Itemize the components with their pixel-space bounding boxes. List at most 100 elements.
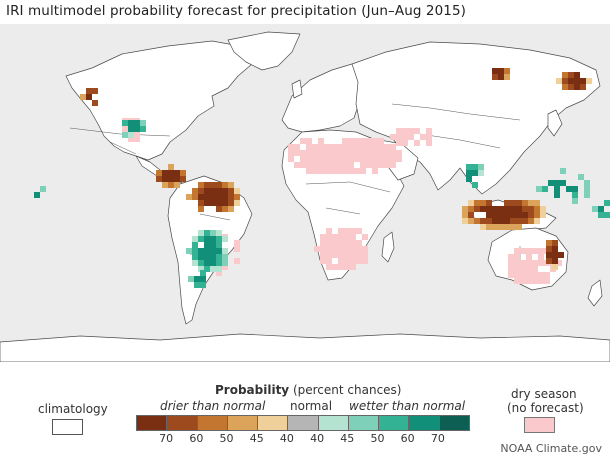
- forecast-cell: [402, 128, 408, 134]
- forecast-cell: [540, 206, 546, 212]
- forecast-cell: [210, 266, 216, 272]
- forecast-cell: [326, 240, 332, 246]
- forecast-cells: [34, 68, 610, 288]
- forecast-cell: [332, 264, 338, 270]
- forecast-cell: [134, 120, 140, 126]
- forecast-cell: [366, 150, 372, 156]
- forecast-cell: [552, 258, 558, 264]
- forecast-cell: [228, 200, 234, 206]
- forecast-cell: [532, 278, 538, 284]
- forecast-cell: [538, 278, 544, 284]
- forecast-cell: [204, 242, 210, 248]
- forecast-cell: [188, 276, 194, 282]
- forecast-cell: [472, 170, 478, 176]
- forecast-cell: [514, 254, 520, 260]
- swatch-drier-50: [197, 416, 228, 430]
- forecast-cell: [584, 186, 590, 192]
- forecast-cell: [210, 194, 216, 200]
- tick-label: 45: [249, 432, 264, 445]
- forecast-cell: [492, 218, 498, 224]
- swatch-wetter-70: [439, 416, 469, 430]
- forecast-cell: [552, 264, 558, 270]
- forecast-cell: [204, 188, 210, 194]
- forecast-cell: [318, 156, 324, 162]
- forecast-cell: [562, 84, 568, 90]
- probability-color-scale: [136, 415, 470, 431]
- forecast-cell: [216, 270, 222, 276]
- forecast-cell: [390, 162, 396, 168]
- forecast-cell: [378, 156, 384, 162]
- forecast-cell: [210, 242, 216, 248]
- forecast-cell: [92, 88, 98, 94]
- forecast-cell: [574, 84, 580, 90]
- forecast-cell: [234, 240, 240, 246]
- forecast-cell: [192, 188, 198, 194]
- forecast-cell: [326, 246, 332, 252]
- madagascar-landmass: [381, 231, 395, 263]
- forecast-cell: [486, 200, 492, 206]
- forecast-cell: [294, 162, 300, 168]
- forecast-cell: [128, 136, 134, 142]
- forecast-cell: [486, 224, 492, 230]
- forecast-cell: [546, 252, 552, 258]
- forecast-cell: [318, 168, 324, 174]
- forecast-cell: [372, 156, 378, 162]
- forecast-cell: [228, 188, 234, 194]
- forecast-cell: [204, 254, 210, 260]
- tick-label: 50: [219, 432, 234, 445]
- forecast-cell: [554, 186, 560, 192]
- forecast-cell: [384, 144, 390, 150]
- forecast-cell: [510, 212, 516, 218]
- forecast-cell: [356, 228, 362, 234]
- forecast-cell: [168, 182, 174, 188]
- forecast-cell: [592, 206, 598, 212]
- forecast-cell: [162, 182, 168, 188]
- forecast-cell: [326, 264, 332, 270]
- probability-title-rest: (percent chances): [289, 383, 402, 397]
- forecast-cell: [562, 78, 568, 84]
- forecast-cell: [514, 266, 520, 272]
- forecast-cell: [426, 140, 432, 146]
- forecast-cell: [516, 212, 522, 218]
- forecast-cell: [320, 252, 326, 258]
- forecast-cell: [466, 164, 472, 170]
- forecast-cell: [468, 206, 474, 212]
- forecast-cell: [350, 264, 356, 270]
- forecast-cell: [338, 240, 344, 246]
- forecast-cell: [338, 234, 344, 240]
- forecast-cell: [216, 260, 222, 266]
- probability-title: Probability (percent chances): [215, 383, 402, 397]
- forecast-cell: [344, 246, 350, 252]
- forecast-cell: [474, 206, 480, 212]
- forecast-cell: [572, 198, 578, 204]
- forecast-cell: [216, 248, 222, 254]
- forecast-cell: [92, 100, 98, 106]
- wetter-label: wetter than normal: [349, 399, 466, 413]
- forecast-cell: [486, 212, 492, 218]
- forecast-cell: [526, 248, 532, 254]
- forecast-cell: [198, 206, 204, 212]
- tick-label: 40: [310, 432, 325, 445]
- forecast-cell: [362, 234, 368, 240]
- forecast-cell: [222, 264, 228, 270]
- forecast-cell: [300, 156, 306, 162]
- forecast-cell: [514, 272, 520, 278]
- forecast-cell: [498, 206, 504, 212]
- forecast-cell: [342, 162, 348, 168]
- forecast-cell: [584, 180, 590, 186]
- forecast-cell: [402, 134, 408, 140]
- forecast-cell: [320, 234, 326, 240]
- forecast-cell: [168, 170, 174, 176]
- forecast-cell: [462, 218, 468, 224]
- forecast-cell: [508, 260, 514, 266]
- forecast-cell: [504, 74, 510, 80]
- forecast-cell: [326, 258, 332, 264]
- tick-label: 70: [159, 432, 174, 445]
- forecast-cell: [390, 150, 396, 156]
- forecast-cell: [342, 168, 348, 174]
- forecast-cell: [194, 282, 200, 288]
- forecast-cell: [318, 144, 324, 150]
- forecast-cell: [204, 266, 210, 272]
- forecast-cell: [306, 144, 312, 150]
- forecast-cell: [294, 150, 300, 156]
